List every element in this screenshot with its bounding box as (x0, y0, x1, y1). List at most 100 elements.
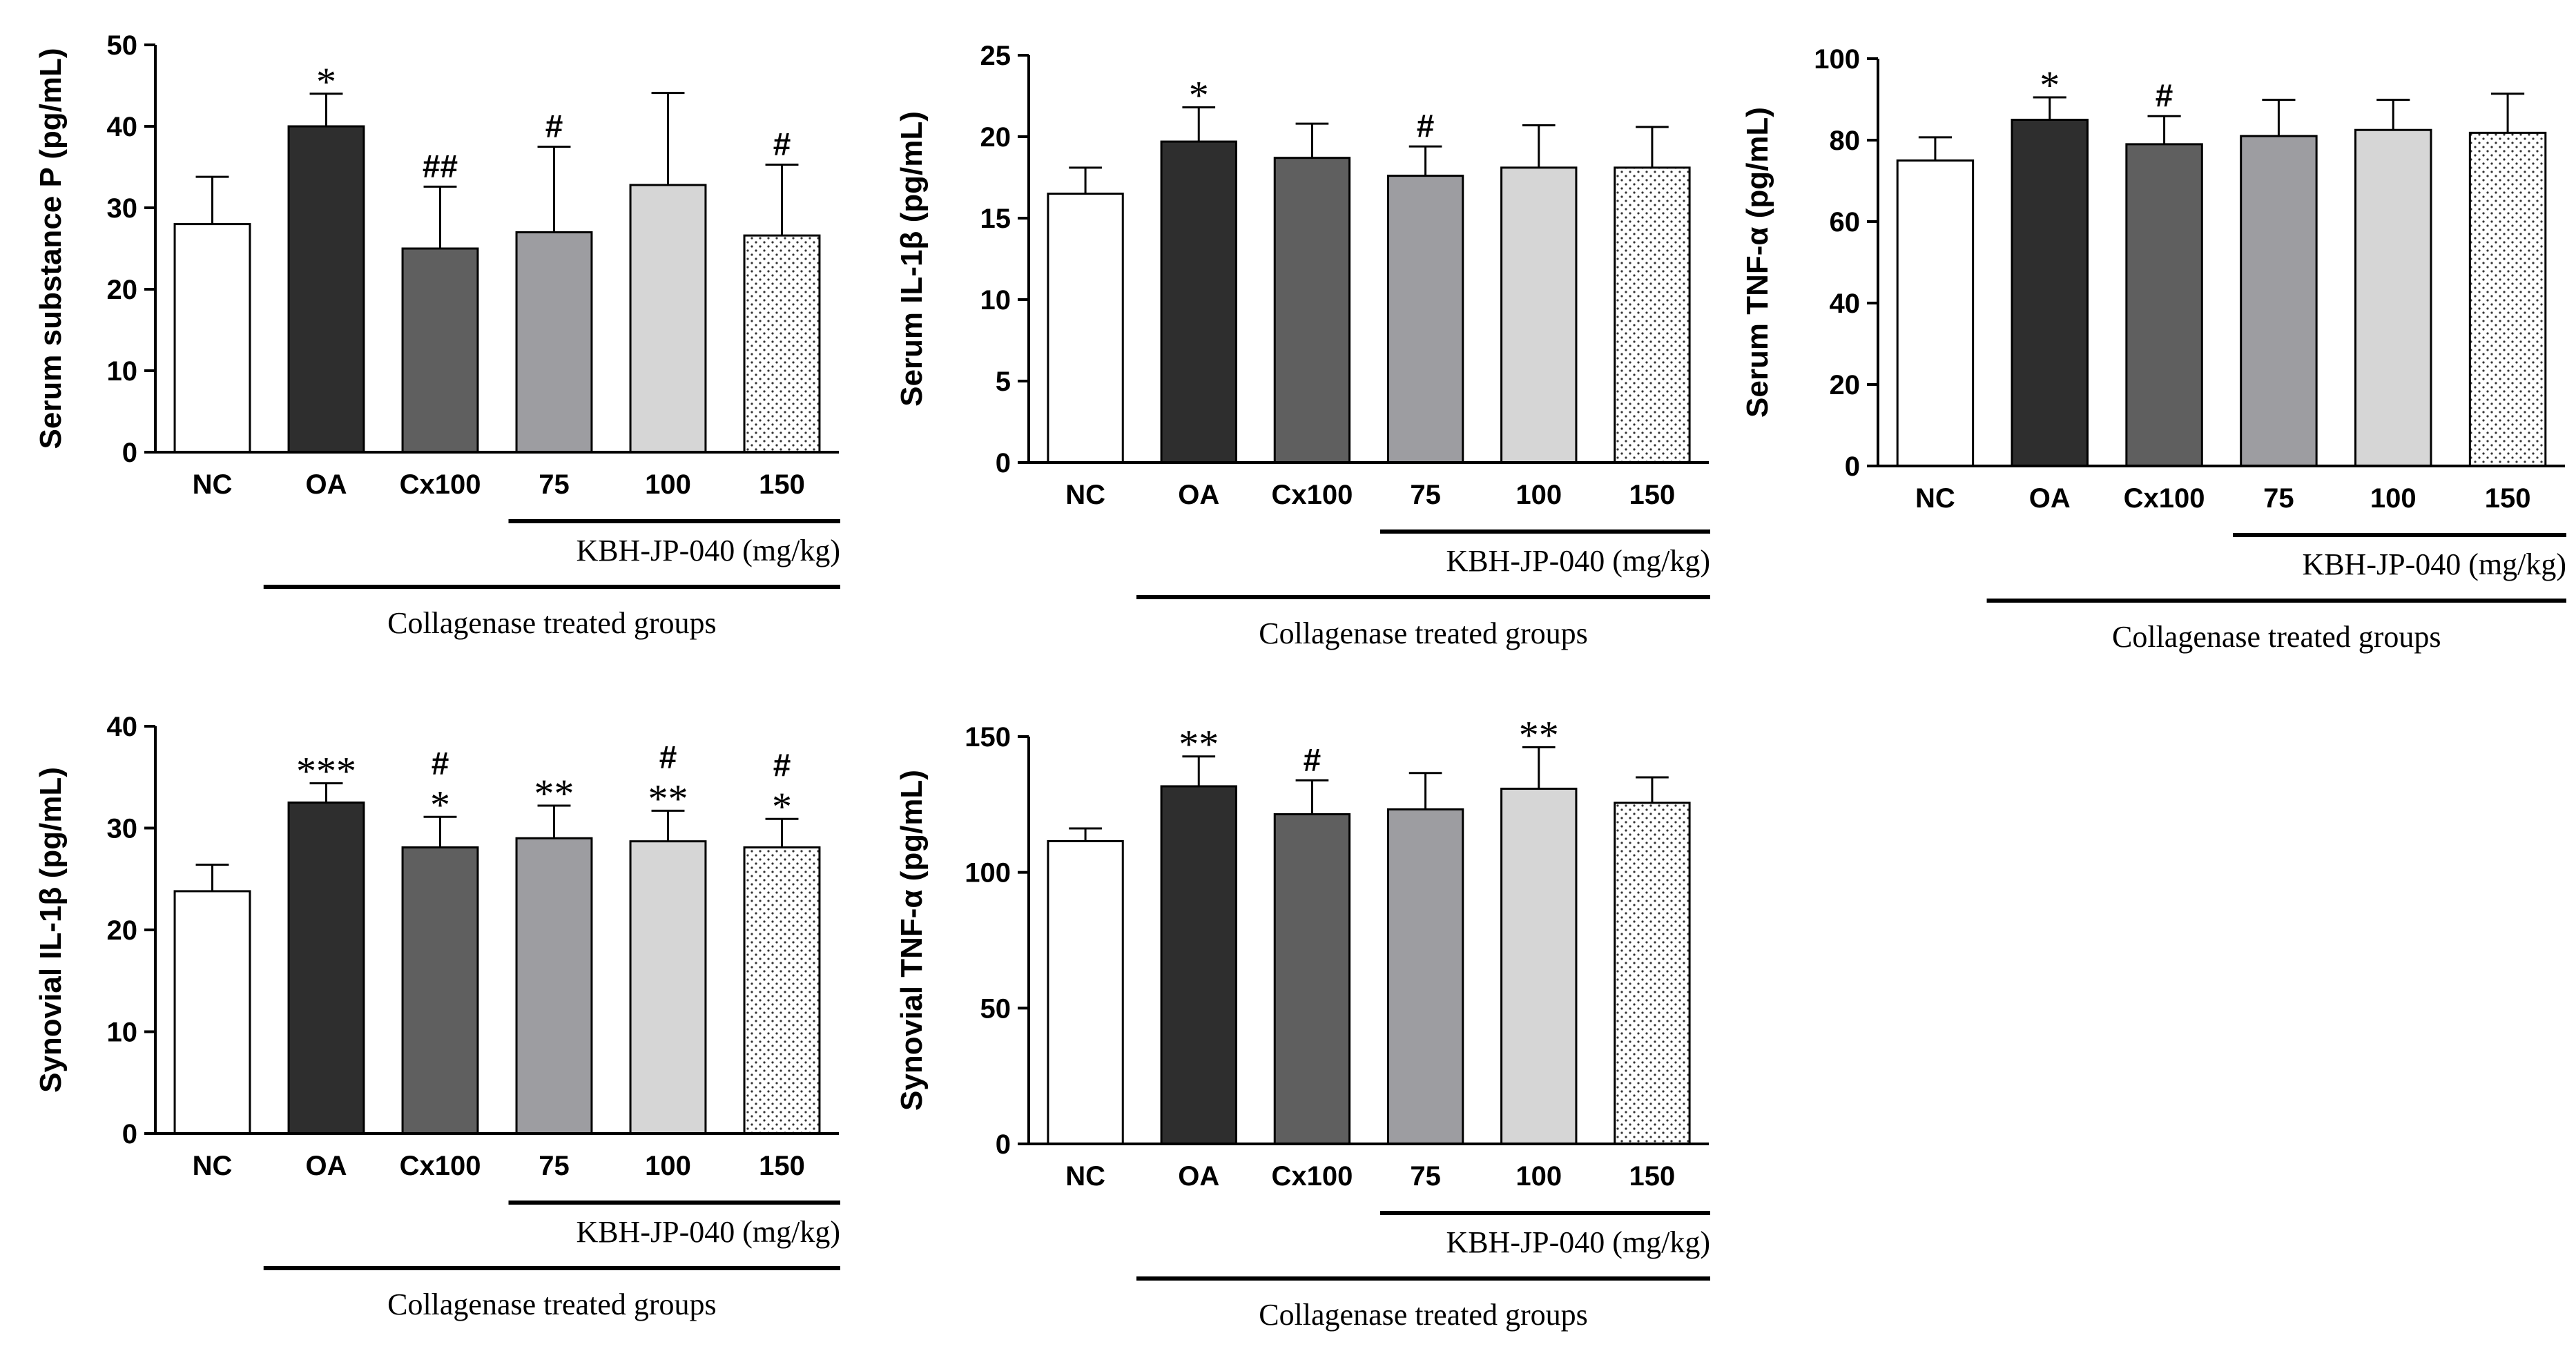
bar-OA (1160, 140, 1237, 464)
dose-group-label: KBH-JP-040 (mg/kg) (576, 1215, 840, 1249)
significance-mark: * (1189, 73, 1209, 118)
y-tick-label: 10 (107, 356, 138, 387)
category-label: Cx100 (2124, 483, 2205, 514)
significance-mark: * (772, 784, 792, 829)
y-tick-label: 80 (1830, 126, 1861, 156)
significance-mark: # (1417, 108, 1435, 144)
category-label: NC (193, 1151, 233, 1181)
dose-group-label: KBH-JP-040 (mg/kg) (2302, 547, 2566, 581)
y-tick-label: 0 (1845, 451, 1860, 482)
y-axis-title: Serum IL-1β (pg/mL) (895, 111, 929, 407)
significance-mark: # (773, 126, 791, 162)
category-label: NC (193, 469, 233, 500)
category-label: 100 (1515, 480, 1562, 510)
category-label: 100 (645, 469, 691, 500)
category-label: 100 (2370, 483, 2417, 514)
category-label: 150 (1629, 480, 1676, 510)
bar-100 (629, 184, 707, 454)
bar-OA (287, 801, 365, 1135)
bar-NC (173, 890, 251, 1135)
bar-OA (1160, 785, 1237, 1145)
y-tick-label: 20 (1830, 370, 1861, 400)
significance-mark: * (430, 782, 450, 827)
significance-mark: # (545, 108, 563, 144)
significance-mark: # (432, 745, 449, 781)
chart-panel-5: ** # ** 0 50 100 150 Synovial TNF-α (pg/mL) NC OA… (895, 712, 1710, 1332)
category-label: OA (1178, 480, 1219, 510)
y-tick-label: 40 (107, 712, 138, 742)
bar-Cx100 (1273, 813, 1351, 1145)
category-label: NC (1065, 480, 1105, 510)
bar-100 (1500, 788, 1578, 1145)
category-label: 75 (1410, 480, 1441, 510)
y-tick-label: 5 (996, 367, 1011, 397)
bar-NC (1047, 193, 1124, 464)
significance-mark: ** (648, 776, 688, 821)
y-axis-title: Serum substance P (pg/mL) (34, 48, 68, 449)
category-label: 100 (645, 1151, 691, 1181)
bar-75 (1386, 175, 1464, 464)
y-tick-label: 10 (980, 285, 1011, 315)
y-axis-title: Serum TNF-α (pg/mL) (1741, 107, 1774, 418)
bar-OA (2011, 119, 2089, 467)
y-tick-label: 100 (965, 858, 1011, 888)
y-tick-label: 150 (965, 722, 1011, 752)
category-label: 100 (1515, 1161, 1562, 1192)
significance-mark: # (659, 739, 677, 775)
significance-mark: *** (296, 749, 356, 794)
y-axis-title: Synovial IL-1β (pg/mL) (34, 767, 68, 1093)
dose-group-label: KBH-JP-040 (mg/kg) (576, 534, 840, 567)
bar-Cx100 (401, 846, 479, 1135)
category-label: Cx100 (1271, 1161, 1353, 1192)
bar-75 (515, 231, 593, 454)
collagenase-group-label: Collagenase treated groups (1259, 616, 1588, 650)
bar-150 (743, 846, 821, 1135)
bar-75 (2240, 135, 2318, 467)
category-label: NC (1915, 483, 1955, 514)
y-axis-title: Synovial TNF-α (pg/mL) (895, 770, 929, 1111)
category-label: OA (306, 1151, 347, 1181)
significance-mark: ## (423, 148, 458, 184)
y-tick-label: 30 (107, 814, 138, 844)
bar-100 (2354, 128, 2432, 467)
bar-Cx100 (1273, 157, 1351, 464)
y-tick-label: 50 (107, 30, 138, 61)
y-tick-label: 0 (122, 438, 137, 468)
category-label: OA (306, 469, 347, 500)
y-tick-label: 25 (980, 41, 1011, 71)
y-tick-label: 60 (1830, 207, 1861, 237)
y-tick-label: 30 (107, 193, 138, 224)
category-label: 150 (759, 1151, 805, 1181)
category-label: 75 (2263, 483, 2294, 514)
category-label: 150 (759, 469, 805, 500)
significance-mark: * (316, 59, 336, 104)
collagenase-group-label: Collagenase treated groups (387, 606, 717, 640)
significance-mark: ** (1179, 722, 1219, 767)
bar-75 (515, 837, 593, 1135)
bar-100 (1500, 166, 1578, 464)
y-tick-label: 20 (980, 122, 1011, 153)
dose-group-label: KBH-JP-040 (mg/kg) (1446, 544, 1710, 578)
category-label: Cx100 (400, 1151, 481, 1181)
y-tick-label: 40 (1830, 289, 1861, 319)
significance-mark: * (2040, 63, 2060, 108)
y-tick-label: 0 (996, 448, 1011, 478)
collagenase-group-label: Collagenase treated groups (1259, 1298, 1588, 1332)
dose-group-label: KBH-JP-040 (mg/kg) (1446, 1225, 1710, 1259)
chart-panel-3: * #0 20 40 60 80 100 Serum TNF-α (pg/mL) NC OA Cx1… (1741, 44, 2566, 654)
y-tick-label: 20 (107, 275, 138, 305)
category-label: 150 (1629, 1161, 1676, 1192)
category-label: Cx100 (1271, 480, 1353, 510)
y-tick-label: 0 (122, 1119, 137, 1149)
bar-Cx100 (2125, 143, 2203, 467)
category-label: OA (2029, 483, 2071, 514)
category-label: Cx100 (400, 469, 481, 500)
bar-100 (629, 840, 707, 1135)
y-tick-label: 15 (980, 204, 1011, 234)
category-label: 150 (2485, 483, 2531, 514)
y-tick-label: 100 (1814, 44, 1860, 75)
bar-Cx100 (401, 247, 479, 454)
category-label: 75 (1410, 1161, 1441, 1192)
